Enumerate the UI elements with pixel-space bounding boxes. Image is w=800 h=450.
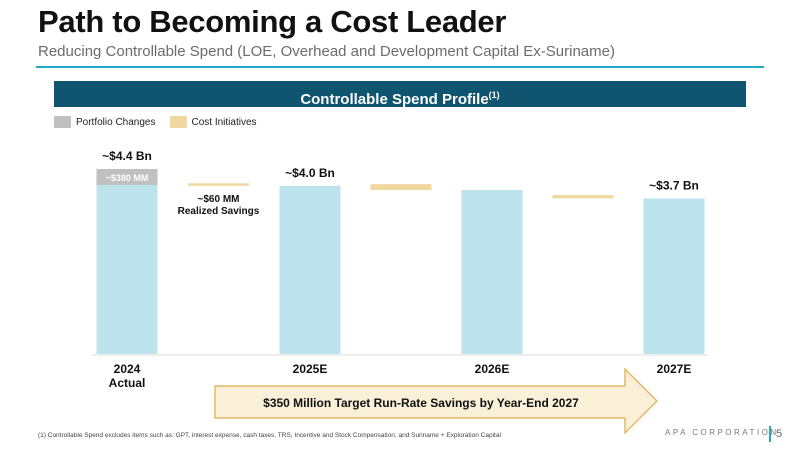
page-number: 5 — [776, 428, 783, 440]
bar-3 — [643, 198, 705, 354]
cost-initiative-bar-0 — [188, 183, 249, 186]
legend-item-portfolio: Portfolio Changes — [54, 116, 156, 128]
title-divider — [36, 66, 764, 68]
category-label-1: 2025E — [293, 362, 328, 376]
target-savings-label: $350 Million Target Run-Rate Savings by … — [263, 396, 579, 410]
footnote: (1) Controllable Spend excludes items su… — [38, 432, 501, 439]
cost-initiative-label-0-line-0: ~$60 MM — [198, 194, 240, 205]
category-label-0-line-1: Actual — [109, 376, 146, 390]
portfolio-label-0: ~$380 MM — [106, 173, 149, 183]
chart-legend: Portfolio Changes Cost Initiatives — [54, 116, 271, 128]
cost-initiative-label-0-line-1: Realized Savings — [178, 206, 260, 217]
category-label-3: 2027E — [657, 362, 692, 376]
banner-title: Controllable Spend Profile — [300, 91, 489, 108]
bar-portfolio-segment-0 — [96, 169, 158, 185]
legend-item-cost: Cost Initiatives — [169, 116, 257, 128]
category-label-2: 2026E — [475, 362, 510, 376]
page-title: Path to Becoming a Cost Leader — [38, 4, 507, 39]
brand-logo-text: APA CORPORATION — [665, 428, 779, 437]
page-subtitle: Reducing Controllable Spend (LOE, Overhe… — [38, 43, 615, 60]
category-label-0-line-0: 2024 — [114, 362, 141, 376]
cost-initiative-bar-1 — [370, 184, 432, 191]
legend-swatch-portfolio — [54, 116, 71, 128]
bar-value-label-1: ~$4.0 Bn — [285, 166, 335, 180]
cost-initiative-bar-2 — [552, 195, 614, 199]
legend-label-portfolio: Portfolio Changes — [76, 116, 156, 128]
legend-swatch-cost — [169, 116, 187, 128]
bar-2 — [461, 190, 523, 354]
bar-value-label-3: ~$3.7 Bn — [649, 178, 699, 192]
brand-divider — [769, 426, 771, 442]
legend-label-cost: Cost Initiatives — [191, 116, 257, 128]
bar-value-label-0: ~$4.4 Bn — [102, 149, 152, 163]
bar-0 — [96, 184, 158, 354]
banner-footnote-marker: (1) — [488, 90, 500, 100]
target-arrow — [214, 368, 659, 434]
bar-1 — [279, 185, 341, 354]
chart-banner: Controllable Spend Profile(1) — [54, 81, 746, 108]
